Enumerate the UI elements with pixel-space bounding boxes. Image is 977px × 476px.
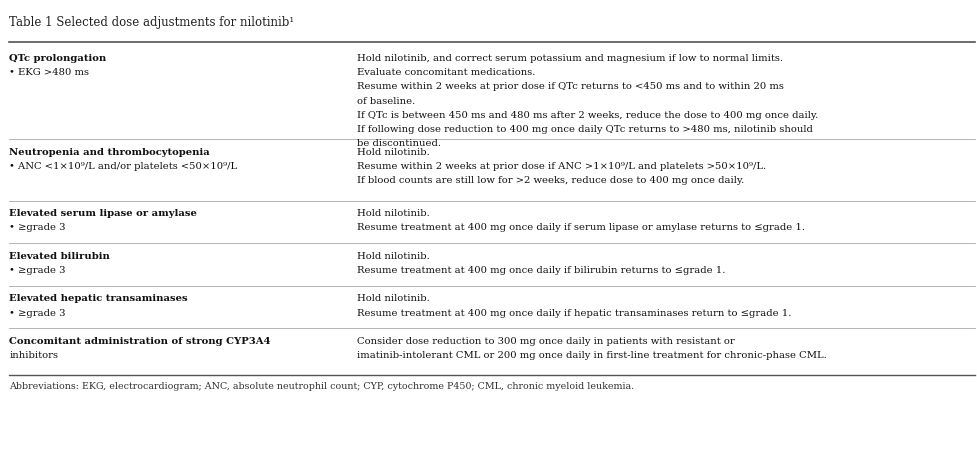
Text: Consider dose reduction to 300 mg once daily in patients with resistant or: Consider dose reduction to 300 mg once d… (357, 337, 735, 346)
Text: If blood counts are still low for >2 weeks, reduce dose to 400 mg once daily.: If blood counts are still low for >2 wee… (357, 176, 743, 185)
Text: • EKG >480 ms: • EKG >480 ms (9, 68, 89, 77)
Text: Resume treatment at 400 mg once daily if bilirubin returns to ≤grade 1.: Resume treatment at 400 mg once daily if… (357, 266, 725, 275)
Text: • ≥grade 3: • ≥grade 3 (9, 223, 65, 232)
Text: Abbreviations: EKG, electrocardiogram; ANC, absolute neutrophil count; CYP, cyto: Abbreviations: EKG, electrocardiogram; A… (9, 382, 634, 391)
Text: Elevated bilirubin: Elevated bilirubin (9, 252, 110, 261)
Text: Elevated hepatic transaminases: Elevated hepatic transaminases (9, 294, 188, 303)
Text: Resume within 2 weeks at prior dose if ANC >1×10⁹/L and platelets >50×10⁹/L.: Resume within 2 weeks at prior dose if A… (357, 162, 766, 171)
Text: QTc prolongation: QTc prolongation (9, 54, 106, 63)
Text: Resume within 2 weeks at prior dose if QTc returns to <450 ms and to within 20 m: Resume within 2 weeks at prior dose if Q… (357, 82, 784, 91)
Text: inhibitors: inhibitors (9, 351, 58, 360)
Text: Resume treatment at 400 mg once daily if serum lipase or amylase returns to ≤gra: Resume treatment at 400 mg once daily if… (357, 223, 804, 232)
Text: Concomitant administration of strong CYP3A4: Concomitant administration of strong CYP… (9, 337, 271, 346)
Text: Neutropenia and thrombocytopenia: Neutropenia and thrombocytopenia (9, 148, 210, 157)
Text: If QTc is between 450 ms and 480 ms after 2 weeks, reduce the dose to 400 mg onc: If QTc is between 450 ms and 480 ms afte… (357, 111, 818, 119)
Text: imatinib-intolerant CML or 200 mg once daily in first-line treatment for chronic: imatinib-intolerant CML or 200 mg once d… (357, 351, 827, 360)
Text: Resume treatment at 400 mg once daily if hepatic transaminases return to ≤grade : Resume treatment at 400 mg once daily if… (357, 308, 791, 317)
Text: • ≥grade 3: • ≥grade 3 (9, 308, 65, 317)
Text: Hold nilotinib.: Hold nilotinib. (357, 252, 430, 261)
Text: Hold nilotinib.: Hold nilotinib. (357, 148, 430, 157)
Text: Evaluate concomitant medications.: Evaluate concomitant medications. (357, 68, 535, 77)
Text: Elevated serum lipase or amylase: Elevated serum lipase or amylase (9, 209, 196, 218)
Text: Table 1 Selected dose adjustments for nilotinib¹: Table 1 Selected dose adjustments for ni… (9, 16, 294, 29)
Text: Hold nilotinib.: Hold nilotinib. (357, 209, 430, 218)
Text: If following dose reduction to 400 mg once daily QTc returns to >480 ms, nilotin: If following dose reduction to 400 mg on… (357, 125, 813, 134)
Text: Hold nilotinib.: Hold nilotinib. (357, 294, 430, 303)
Text: be discontinued.: be discontinued. (357, 139, 441, 148)
Text: of baseline.: of baseline. (357, 97, 415, 106)
Text: • ANC <1×10⁹/L and/or platelets <50×10⁹/L: • ANC <1×10⁹/L and/or platelets <50×10⁹/… (9, 162, 237, 171)
Text: • ≥grade 3: • ≥grade 3 (9, 266, 65, 275)
Text: Hold nilotinib, and correct serum potassium and magnesium if low to normal limit: Hold nilotinib, and correct serum potass… (357, 54, 783, 63)
